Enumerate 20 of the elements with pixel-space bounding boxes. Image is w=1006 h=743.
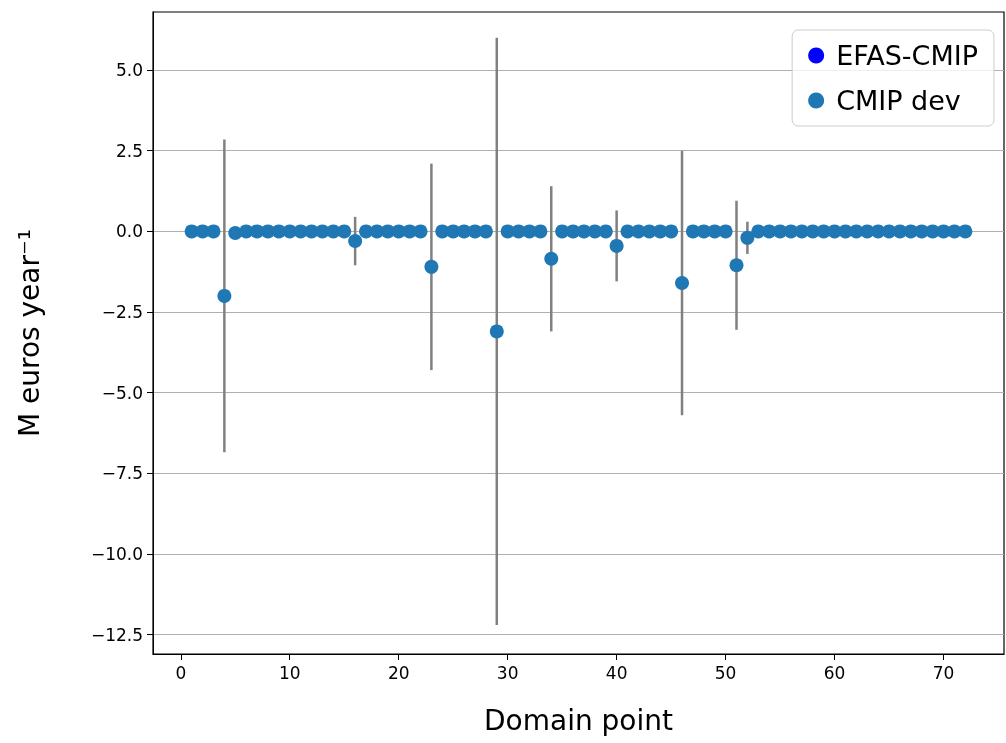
- y-tick-label: −5.0: [101, 382, 143, 403]
- y-tick-label: −12.5: [90, 624, 143, 645]
- x-tick-label: 30: [496, 662, 519, 683]
- x-tick-label: 10: [278, 662, 301, 683]
- x-tick-label: 0: [175, 662, 187, 683]
- y-tick-label: 2.5: [115, 140, 143, 161]
- x-tick-label: 40: [605, 662, 628, 683]
- legend-label: EFAS-CMIP: [836, 40, 978, 71]
- y-tick-label: 0.0: [115, 221, 143, 242]
- y-tick-label: −10.0: [90, 543, 143, 564]
- y-tick-label: −2.5: [101, 302, 143, 323]
- x-tick-label: 70: [932, 662, 955, 683]
- legend-label: CMIP dev: [836, 85, 961, 116]
- x-tick-label: 60: [823, 662, 846, 683]
- x-tick-label: 50: [714, 662, 737, 683]
- x-axis-title: Domain point: [484, 703, 673, 737]
- y-tick-label: 5.0: [115, 60, 143, 81]
- x-tick-label: 20: [387, 662, 410, 683]
- y-tick-label: −7.5: [101, 463, 143, 484]
- y-axis-title: M euros year⁻¹: [12, 228, 46, 438]
